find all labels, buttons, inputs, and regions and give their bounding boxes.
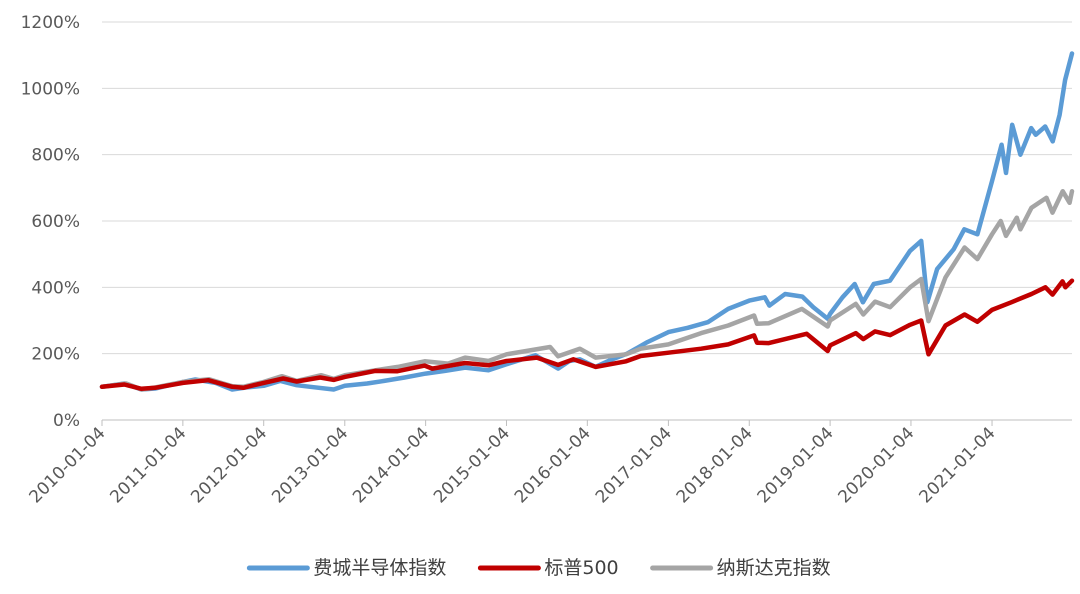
- y-axis-ticks: 0% 200% 400% 600% 800% 1000% 1200%: [21, 13, 80, 431]
- y-tick-label: 800%: [31, 146, 80, 166]
- x-axis-ticks: 2010-01-042011-01-042012-01-042013-01-04…: [26, 420, 1000, 507]
- x-tick-label: 2021-01-04: [916, 423, 1000, 507]
- y-tick-label: 400%: [31, 278, 80, 298]
- legend-label-0: 费城半导体指数: [313, 557, 446, 579]
- y-tick-label: 600%: [31, 212, 80, 232]
- y-tick-label: 0%: [53, 411, 80, 431]
- y-tick-label: 1200%: [21, 13, 80, 33]
- y-tick-label: 200%: [31, 345, 80, 365]
- x-tick-label: 2014-01-04: [349, 423, 433, 507]
- x-tick-label: 2019-01-04: [754, 423, 838, 507]
- x-tick-label: 2013-01-04: [268, 423, 352, 507]
- x-tick-label: 2018-01-04: [673, 423, 757, 507]
- gridlines: [102, 21, 1072, 421]
- y-tick-label: 1000%: [21, 79, 80, 99]
- x-tick-label: 2017-01-04: [592, 423, 676, 507]
- legend-label-2: 纳斯达克指数: [717, 557, 831, 579]
- x-tick-label: 2011-01-04: [106, 423, 190, 507]
- x-tick-label: 2010-01-04: [26, 423, 110, 507]
- x-tick-label: 2015-01-04: [430, 423, 514, 507]
- x-tick-label: 2012-01-04: [187, 423, 271, 507]
- series-line-1: [99, 278, 1075, 392]
- series-line-0: [99, 51, 1075, 392]
- legend: 费城半导体指数 标普500 纳斯达克指数: [246, 557, 831, 579]
- x-tick-label: 2020-01-04: [834, 423, 918, 507]
- x-tick-label: 2016-01-04: [511, 423, 595, 507]
- series-lines: [99, 51, 1075, 392]
- legend-label-1: 标普500: [544, 557, 618, 579]
